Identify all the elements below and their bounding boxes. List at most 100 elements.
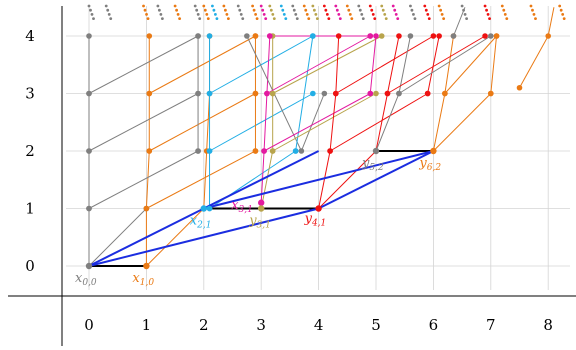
chain-line bbox=[272, 93, 377, 152]
continuation-dot bbox=[241, 17, 245, 20]
chain-line bbox=[398, 35, 492, 94]
chain-point bbox=[86, 148, 92, 154]
continuation-dot bbox=[195, 8, 199, 12]
chain-point bbox=[252, 33, 259, 39]
chain-point bbox=[206, 205, 213, 212]
chain-point bbox=[195, 33, 201, 39]
chain-point bbox=[206, 90, 213, 97]
continuation-dot bbox=[485, 8, 488, 12]
x-tick-label: 7 bbox=[486, 316, 496, 334]
continuation-dot bbox=[529, 4, 533, 8]
continuation-dot bbox=[264, 17, 268, 20]
continuation-dot bbox=[424, 8, 428, 12]
chain-point bbox=[396, 33, 402, 39]
continuation-dot bbox=[178, 17, 182, 20]
chain-point bbox=[298, 148, 305, 154]
chain-line bbox=[329, 93, 428, 152]
blue-segment bbox=[203, 150, 434, 210]
continuation-dot bbox=[442, 17, 446, 20]
chain-line bbox=[318, 150, 377, 209]
continuation-dot bbox=[304, 8, 308, 12]
blue-segment bbox=[88, 207, 319, 267]
continuation-dot bbox=[312, 8, 316, 12]
continuation-dot bbox=[294, 13, 298, 16]
blue-segments bbox=[88, 150, 434, 267]
continuation-dot bbox=[109, 17, 113, 20]
chain-line bbox=[88, 150, 199, 209]
labeled-point bbox=[200, 205, 207, 212]
chain-point bbox=[86, 205, 92, 212]
chain-line bbox=[149, 35, 256, 94]
continuation-dot bbox=[360, 13, 364, 16]
continuation-dot bbox=[176, 13, 180, 16]
chain-line bbox=[209, 93, 314, 152]
continuation-dot bbox=[345, 4, 349, 8]
blue-segment bbox=[318, 150, 434, 210]
point-label: y5,2 bbox=[361, 156, 384, 173]
continuation-dot bbox=[225, 13, 229, 16]
chain-point bbox=[488, 33, 494, 39]
chain-point bbox=[488, 90, 494, 97]
chain-line bbox=[266, 35, 371, 94]
continuation-dot bbox=[259, 4, 263, 8]
continuation-dot bbox=[281, 8, 285, 12]
continuation-dot bbox=[373, 17, 377, 20]
continuation-dot bbox=[368, 4, 372, 8]
continuation-dot bbox=[252, 8, 256, 12]
point-label: x2,1 bbox=[190, 214, 212, 231]
x-tick-label: 8 bbox=[543, 316, 553, 334]
continuation-dot bbox=[315, 17, 319, 20]
point-label: y3,1 bbox=[248, 214, 271, 231]
continuation-dot bbox=[335, 8, 339, 12]
continuation-dot bbox=[173, 4, 177, 8]
chain-point bbox=[146, 148, 153, 154]
continuation-dot bbox=[426, 13, 430, 16]
continuation-dot bbox=[203, 8, 207, 12]
chain-point bbox=[442, 90, 448, 97]
continuation-dot bbox=[104, 4, 108, 8]
grid bbox=[66, 6, 570, 290]
point-label: y6,2 bbox=[418, 156, 441, 173]
labeled-point bbox=[258, 199, 265, 206]
chain-line bbox=[260, 35, 271, 203]
continuation-dot bbox=[107, 13, 111, 16]
chain-line bbox=[88, 93, 199, 152]
chain-point bbox=[384, 90, 391, 97]
continuation-dot bbox=[156, 4, 160, 8]
continuation-dot bbox=[254, 13, 257, 16]
point-label: x3,1 bbox=[231, 198, 253, 215]
continuation-dot bbox=[205, 13, 209, 16]
chain-line bbox=[335, 35, 434, 94]
continuation-dot bbox=[502, 8, 506, 12]
chain-point bbox=[146, 90, 153, 97]
continuation-dot bbox=[311, 4, 315, 8]
labeled-point bbox=[315, 205, 322, 212]
continuation-dot bbox=[347, 8, 351, 12]
continuation-dot bbox=[142, 4, 145, 8]
continuation-dot bbox=[211, 4, 214, 8]
continuation-dot bbox=[558, 4, 562, 8]
chain-line bbox=[433, 93, 492, 152]
chain-point bbox=[396, 90, 402, 97]
chain-point bbox=[86, 33, 92, 39]
chain-point bbox=[264, 90, 270, 97]
chain-point bbox=[367, 33, 374, 39]
point-label-subscript: 0,0 bbox=[82, 278, 97, 288]
continuation-dot bbox=[268, 4, 272, 8]
continuation-dot bbox=[423, 4, 427, 8]
continuation-dot bbox=[561, 13, 565, 16]
continuation-dot bbox=[486, 13, 490, 16]
chain-point bbox=[450, 33, 457, 39]
continuation-dot bbox=[292, 8, 296, 12]
chain-line bbox=[427, 35, 440, 94]
continuation-dot bbox=[206, 17, 210, 20]
chain-point bbox=[333, 90, 339, 97]
continuation-dot bbox=[463, 13, 467, 16]
continuation-dot bbox=[371, 13, 375, 16]
continuation-dot bbox=[559, 8, 563, 12]
continuation-dot bbox=[143, 8, 147, 12]
continuation-dot bbox=[198, 17, 202, 20]
point-label-subscript: 3,1 bbox=[239, 205, 253, 215]
continuation-dot bbox=[460, 4, 464, 8]
continuation-dot bbox=[222, 4, 226, 8]
